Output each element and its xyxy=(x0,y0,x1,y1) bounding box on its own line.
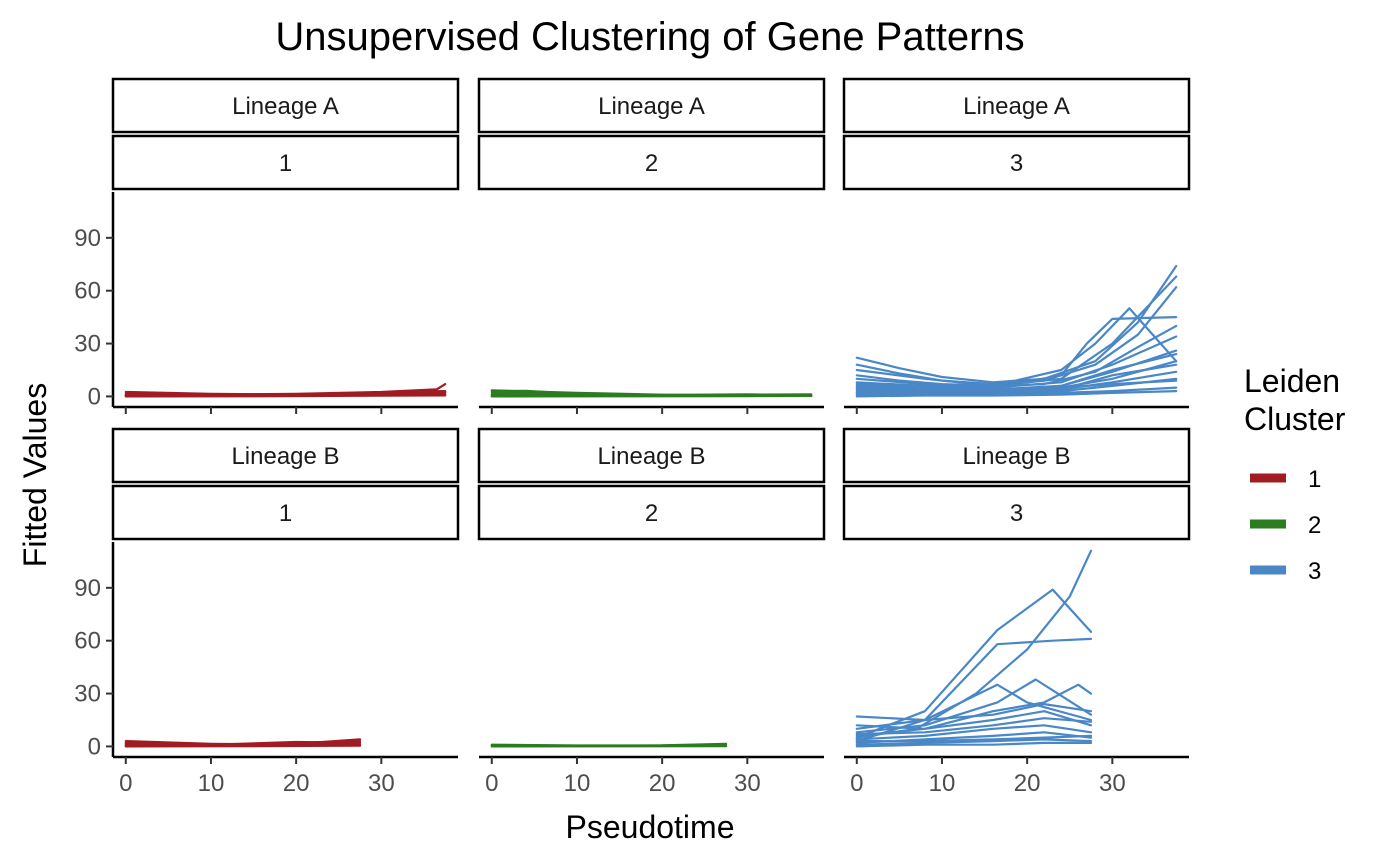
strip-box-cluster xyxy=(111,134,460,191)
y-tick-label: 60 xyxy=(74,628,101,655)
strip-label-cluster: 1 xyxy=(279,150,292,177)
strip-label-lineage: Lineage B xyxy=(231,443,339,470)
strip-label-cluster: 2 xyxy=(645,150,658,177)
y-tick-label: 30 xyxy=(74,331,101,358)
strip-box-cluster xyxy=(842,484,1191,541)
strip-box-cluster xyxy=(111,484,460,541)
strip-label-cluster: 2 xyxy=(645,500,658,527)
legend-label: 2 xyxy=(1308,512,1321,539)
series-line xyxy=(855,264,1178,384)
x-tick-label: 30 xyxy=(734,770,761,797)
series-line xyxy=(855,588,1093,739)
x-tick-label: 10 xyxy=(929,770,956,797)
facet-panel: Lineage A 2 xyxy=(477,77,826,414)
x-tick-label: 10 xyxy=(198,770,225,797)
strip-label-cluster: 1 xyxy=(279,500,292,527)
series-line xyxy=(855,710,1093,730)
series-line xyxy=(855,275,1178,387)
series-line xyxy=(855,637,1093,743)
y-tick-label: 0 xyxy=(88,383,101,410)
strip-box-cluster xyxy=(842,134,1191,191)
series-line xyxy=(855,741,1093,748)
legend-title: Leiden Cluster xyxy=(1244,363,1346,437)
facet-panel: Lineage A 3 xyxy=(842,77,1191,414)
strip-box-lineage xyxy=(842,427,1191,484)
series-line xyxy=(855,738,1093,746)
legend-label: 1 xyxy=(1308,466,1321,493)
facet-panel: Lineage B30 10 20 30 xyxy=(842,427,1191,797)
series-line xyxy=(855,683,1093,738)
y-tick-label: 0 xyxy=(88,733,101,760)
strip-label-lineage: Lineage B xyxy=(962,443,1070,470)
strip-box-cluster xyxy=(477,484,826,541)
strip-label-lineage: Lineage A xyxy=(232,93,339,120)
series-line xyxy=(855,335,1178,389)
x-axis-title: Pseudotime xyxy=(566,809,735,845)
strip-label-lineage: Lineage B xyxy=(597,443,705,470)
series-line xyxy=(855,734,1093,743)
y-axis-title: Fitted Values xyxy=(17,383,53,567)
strip-box-lineage xyxy=(111,427,460,484)
facet-panel: Lineage B20 10 20 30 xyxy=(477,427,826,797)
x-tick-label: 10 xyxy=(564,770,591,797)
legend-label: 3 xyxy=(1308,558,1321,585)
facet-panel: Lineage A 1 0 30 60 90 xyxy=(74,77,460,414)
x-tick-label: 0 xyxy=(119,770,132,797)
series-line xyxy=(855,717,1093,736)
y-tick-label: 90 xyxy=(74,575,101,602)
series-line xyxy=(855,724,1093,741)
strip-label-lineage: Lineage A xyxy=(963,93,1070,120)
y-tick-label: 30 xyxy=(74,681,101,708)
strip-box-lineage xyxy=(477,427,826,484)
strip-box-lineage xyxy=(842,77,1191,134)
series-line xyxy=(124,394,447,398)
y-tick-label: 90 xyxy=(74,225,101,252)
x-tick-label: 20 xyxy=(283,770,310,797)
x-tick-label: 20 xyxy=(1014,770,1041,797)
series-line xyxy=(855,702,1093,722)
x-tick-label: 0 xyxy=(485,770,498,797)
x-tick-label: 30 xyxy=(368,770,395,797)
strip-box-cluster xyxy=(477,134,826,191)
x-tick-label: 20 xyxy=(649,770,676,797)
series-line xyxy=(855,353,1178,394)
series-line xyxy=(855,363,1178,393)
strip-box-lineage xyxy=(111,77,460,134)
legend: Leiden Cluster 1 2 3 xyxy=(1244,363,1346,585)
series-line xyxy=(124,744,362,748)
series-line xyxy=(855,316,1178,389)
strip-box-lineage xyxy=(477,77,826,134)
x-tick-label: 0 xyxy=(850,770,863,797)
strip-label-cluster: 3 xyxy=(1010,500,1023,527)
strip-label-cluster: 3 xyxy=(1010,150,1023,177)
series-line xyxy=(490,394,813,398)
legend-keys: 1 2 3 xyxy=(1250,466,1321,585)
strip-label-lineage: Lineage A xyxy=(598,93,705,120)
y-tick-label: 60 xyxy=(74,278,101,305)
chart-title: Unsupervised Clustering of Gene Patterns xyxy=(275,15,1024,59)
x-tick-label: 30 xyxy=(1099,770,1126,797)
series-line xyxy=(855,390,1178,398)
series-line xyxy=(855,683,1093,730)
